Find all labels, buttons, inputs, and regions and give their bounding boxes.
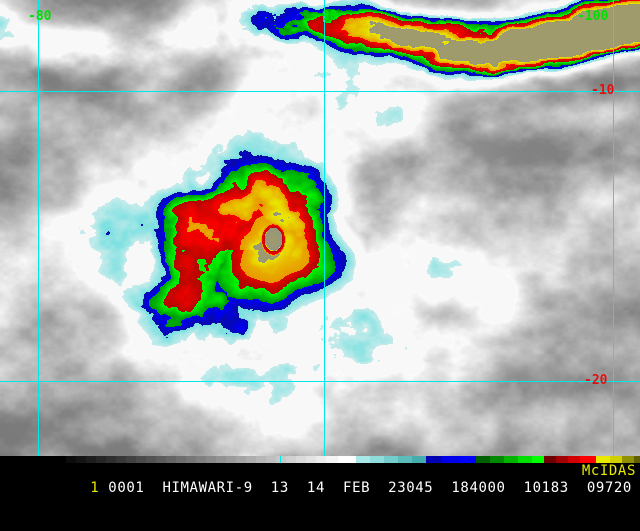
colorbar-segment bbox=[146, 456, 156, 463]
colorbar-segment bbox=[398, 456, 412, 463]
colorbar-segment bbox=[196, 456, 206, 463]
color-enhancement-bar[interactable] bbox=[0, 456, 640, 463]
colorbar-segment bbox=[442, 456, 460, 463]
colorbar-segment bbox=[176, 456, 186, 463]
colorbar-segment bbox=[226, 456, 236, 463]
bottom-status-bar: 1 0001 HIMAWARI-9 13 14 FEB 23045 184000… bbox=[0, 456, 640, 496]
colorbar-segment bbox=[86, 456, 96, 463]
colorbar-segment bbox=[206, 456, 216, 463]
colorbar-segment bbox=[622, 456, 634, 463]
colorbar-segment bbox=[490, 456, 504, 463]
frame-number-label: 1 bbox=[90, 480, 100, 496]
image-status-line: 1 0001 HIMAWARI-9 13 14 FEB 23045 184000… bbox=[0, 463, 640, 496]
colorbar-segment bbox=[216, 456, 226, 463]
mcidas-brand-label: McIDAS bbox=[581, 463, 636, 479]
colorbar-segment bbox=[568, 456, 580, 463]
colorbar-segment bbox=[610, 456, 622, 463]
colorbar-tick-marker bbox=[280, 456, 281, 463]
colorbar-segment bbox=[504, 456, 518, 463]
colorbar-segment bbox=[246, 456, 256, 463]
colorbar-segment bbox=[544, 456, 556, 463]
colorbar-segment bbox=[166, 456, 176, 463]
colorbar-segment bbox=[556, 456, 568, 463]
colorbar-segment bbox=[518, 456, 532, 463]
colorbar-segment bbox=[580, 456, 596, 463]
colorbar-segment bbox=[256, 456, 266, 463]
status-text: 0001 HIMAWARI-9 13 14 FEB 23045 184000 1… bbox=[99, 480, 640, 496]
colorbar-segment bbox=[266, 456, 276, 463]
colorbar-segment bbox=[532, 456, 544, 463]
colorbar-segment bbox=[412, 456, 426, 463]
mcidas-image-window: -80 -90 -100 -10 -20 1 0001 HIMAWARI-9 13 14… bbox=[0, 0, 640, 496]
colorbar-segment bbox=[156, 456, 166, 463]
colorbar-segment bbox=[96, 456, 106, 463]
colorbar-segment bbox=[116, 456, 126, 463]
colorbar-segment bbox=[634, 456, 640, 463]
colorbar-segment bbox=[356, 456, 370, 463]
colorbar-segment bbox=[384, 456, 398, 463]
colorbar-segment bbox=[106, 456, 116, 463]
colorbar-segment bbox=[136, 456, 146, 463]
colorbar-segment bbox=[476, 456, 490, 463]
infrared-satellite-image[interactable] bbox=[0, 0, 640, 456]
colorbar-segment bbox=[276, 456, 286, 463]
colorbar-segment bbox=[306, 456, 316, 463]
colorbar-segment bbox=[370, 456, 384, 463]
colorbar-segment bbox=[426, 456, 442, 463]
colorbar-segment bbox=[338, 456, 356, 463]
colorbar-segment bbox=[126, 456, 136, 463]
colorbar-segment bbox=[326, 456, 338, 463]
colorbar-segment bbox=[596, 456, 610, 463]
colorbar-segment bbox=[66, 456, 76, 463]
colorbar-segment bbox=[460, 456, 476, 463]
colorbar-segment bbox=[76, 456, 86, 463]
colorbar-segment bbox=[186, 456, 196, 463]
colorbar-segment bbox=[0, 456, 66, 463]
colorbar-segment bbox=[296, 456, 306, 463]
colorbar-segment bbox=[286, 456, 296, 463]
satellite-image-area[interactable]: -80 -90 -100 -10 -20 bbox=[0, 0, 640, 456]
colorbar-segment bbox=[316, 456, 326, 463]
colorbar-segment bbox=[236, 456, 246, 463]
